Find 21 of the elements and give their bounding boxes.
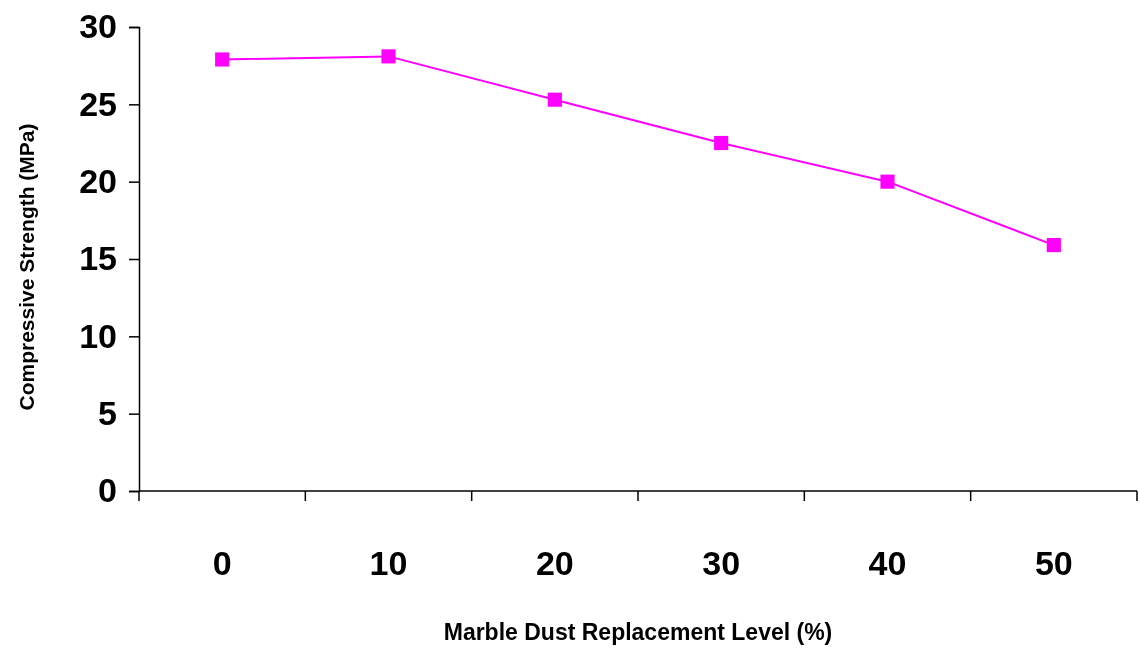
x-tick-label: 30 <box>702 544 741 582</box>
y-tick-label: 20 <box>79 162 117 201</box>
y-tick-label: 0 <box>98 471 117 510</box>
y-tick-label: 10 <box>79 316 117 355</box>
y-tick-label: 15 <box>79 239 117 278</box>
y-tick-label: 30 <box>79 7 117 46</box>
point <box>381 49 396 64</box>
point <box>547 92 562 107</box>
x-axis-title: Marble Dust Replacement Level (%) <box>443 619 833 645</box>
x-tick-label: 0 <box>212 544 232 582</box>
point <box>215 52 230 67</box>
point <box>880 174 895 189</box>
y-tick-label: 5 <box>98 394 117 433</box>
point <box>1046 238 1061 253</box>
x-tick-label: 10 <box>369 544 408 582</box>
y-tick-label: 25 <box>79 84 117 123</box>
x-tick-label: 40 <box>868 544 907 582</box>
x-tick-label: 20 <box>535 544 574 582</box>
x-tick-label: 50 <box>1034 544 1073 582</box>
y-axis-title: Compressive Strength (MPa) <box>15 123 38 411</box>
point <box>714 135 729 151</box>
